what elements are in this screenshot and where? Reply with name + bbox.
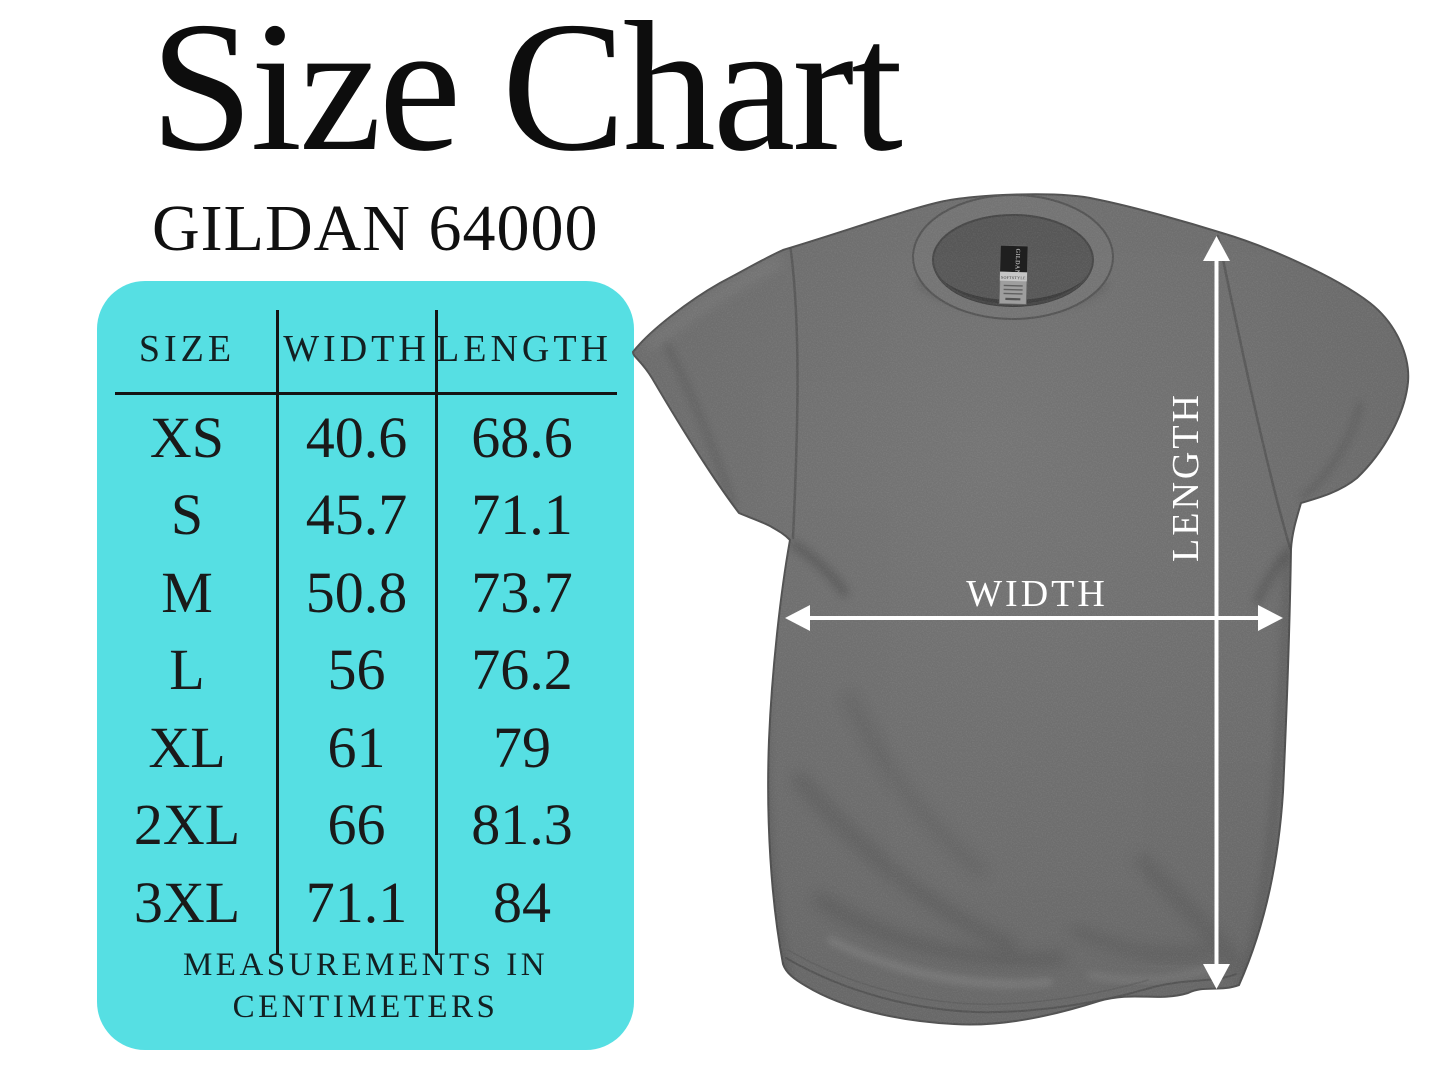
length-arrow — [1203, 236, 1230, 989]
cell-length: 68.6 — [471, 404, 573, 470]
cell-width: 45.7 — [305, 482, 408, 548]
column-header-size: SIZE — [138, 328, 236, 370]
cell-size: M — [161, 559, 213, 625]
product-model: GILDAN 64000 — [152, 192, 599, 265]
heather-texture — [633, 194, 1409, 1025]
cell-length: 84 — [493, 869, 551, 935]
column-divider-line — [435, 310, 438, 955]
width-arrow — [785, 605, 1283, 631]
neck-tag: GILDAN SOFTSTYLE — [998, 245, 1029, 305]
units-note: MEASUREMENTS IN CENTIMETERS — [97, 944, 634, 1028]
cell-size: L — [169, 637, 205, 703]
cell-size: 3XL — [133, 869, 241, 935]
table-row: XS 40.6 68.6 — [97, 399, 634, 477]
cell-width: 50.8 — [305, 559, 408, 625]
table-row: 3XL 71.1 84 — [97, 864, 634, 942]
cell-width: 56 — [327, 637, 386, 703]
units-note-line2: CENTIMETERS — [232, 989, 499, 1025]
width-label: WIDTH — [966, 573, 1108, 615]
table-body: XS 40.6 68.6 S 45.7 71.1 M 50.8 73.7 L 5… — [97, 399, 634, 942]
column-header-length: LENGTH — [436, 328, 612, 370]
table-row: M 50.8 73.7 — [97, 554, 634, 632]
units-note-line1: MEASUREMENTS IN — [182, 947, 549, 983]
arrowhead-left-icon — [785, 605, 810, 631]
header-divider-line — [115, 392, 617, 395]
cell-length: 71.1 — [471, 482, 573, 548]
table-header-row: SIZE WIDTH LENGTH — [97, 329, 634, 369]
cell-size: S — [170, 482, 204, 548]
tag-style-text: SOFTSTYLE — [1001, 275, 1026, 281]
cell-length: 79 — [493, 714, 551, 780]
cell-size: XL — [148, 714, 226, 780]
cell-length: 73.7 — [471, 559, 573, 625]
page-title: Size Chart — [150, 0, 903, 190]
table-row: 2XL 66 81.3 — [97, 787, 634, 865]
column-divider-line — [276, 310, 279, 955]
cell-size: 2XL — [133, 792, 241, 858]
tshirt-image: GILDAN SOFTSTYLE WIDTH LENGTH — [632, 193, 1410, 1026]
cell-width: 66 — [327, 792, 386, 858]
column-header-width: WIDTH — [283, 328, 430, 370]
cell-width: 40.6 — [305, 404, 408, 470]
arrowhead-up-icon — [1203, 236, 1230, 261]
table-row: XL 61 79 — [97, 709, 634, 787]
cell-width: 61 — [327, 714, 386, 780]
length-label: LENGTH — [1165, 392, 1207, 562]
arrowhead-down-icon — [1203, 964, 1230, 989]
table-row: L 56 76.2 — [97, 632, 634, 710]
table-row: S 45.7 71.1 — [97, 477, 634, 555]
cell-width: 71.1 — [305, 869, 408, 935]
cell-length: 76.2 — [471, 637, 573, 703]
size-table-panel: SIZE WIDTH LENGTH XS 40.6 68.6 S 45.7 71… — [97, 281, 634, 1050]
arrowhead-right-icon — [1258, 605, 1283, 631]
cell-length: 81.3 — [471, 792, 573, 858]
cell-size: XS — [149, 404, 225, 470]
tag-brand-text: GILDAN — [1014, 249, 1021, 275]
